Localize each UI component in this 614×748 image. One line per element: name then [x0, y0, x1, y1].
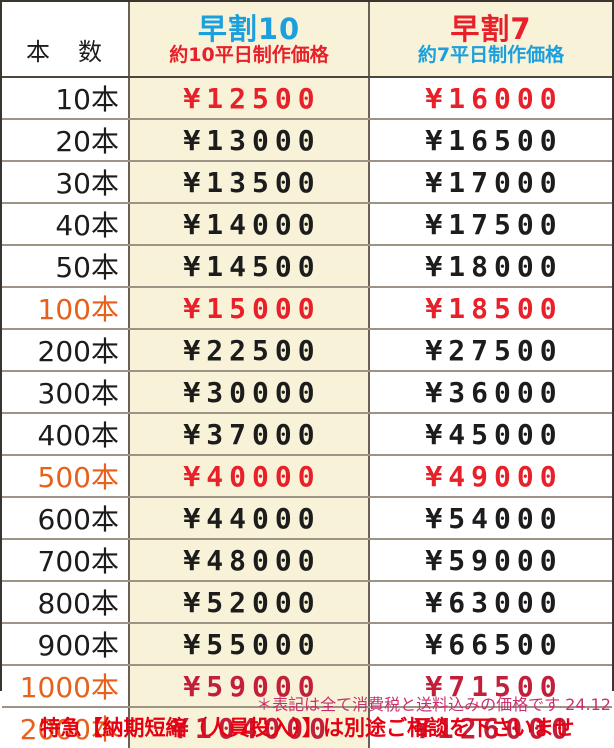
header-hayawari7: 早割7 約7平日制作価格 — [368, 2, 612, 76]
price-hayawari7-cell: ¥16500 — [368, 120, 612, 160]
quantity-cell: 400本 — [2, 414, 128, 454]
price-hayawari7-cell: ¥16000 — [368, 78, 612, 118]
price-hayawari10-cell: ¥55000 — [128, 624, 368, 664]
header-quantity-label: 本 数 — [2, 2, 128, 76]
table-row: 300本 ¥30000 ¥36000 — [2, 370, 612, 412]
quantity-cell: 200本 — [2, 330, 128, 370]
price-hayawari7-cell: ¥126000 — [368, 708, 612, 748]
table-row: 30本 ¥13500 ¥17000 — [2, 160, 612, 202]
express-service-note: 特急【納期短縮（人員投入）】は別途ご相談を下さいませ — [0, 714, 614, 740]
header-hayawari7-subtitle: 約7平日制作価格 — [417, 44, 565, 67]
price-hayawari7-cell: ¥17500 — [368, 204, 612, 244]
price-hayawari10-cell: ¥22500 — [128, 330, 368, 370]
quantity-cell: 50本 — [2, 246, 128, 286]
table-header-row: 本 数 早割10 約10平日制作価格 早割7 約7平日制作価格 — [2, 2, 612, 78]
price-hayawari10-cell: ¥59000 — [128, 666, 368, 706]
table-row: 500本 ¥40000 ¥49000 — [2, 454, 612, 496]
price-hayawari7-cell: ¥45000 — [368, 414, 612, 454]
price-hayawari10-cell: ¥13000 — [128, 120, 368, 160]
quantity-cell: 30本 — [2, 162, 128, 202]
table-row: 50本 ¥14500 ¥18000 — [2, 244, 612, 286]
quantity-cell: 100本 — [2, 288, 128, 328]
table-row: 200本 ¥22500 ¥27500 — [2, 328, 612, 370]
quantity-cell: 2000本 — [2, 708, 128, 748]
header-hayawari10-title: 早割10 — [197, 11, 301, 46]
quantity-cell: 500本 — [2, 456, 128, 496]
price-hayawari10-cell: ¥13500 — [128, 162, 368, 202]
price-hayawari7-cell: ¥18000 — [368, 246, 612, 286]
table-row: 800本 ¥52000 ¥63000 — [2, 580, 612, 622]
header-hayawari10: 早割10 約10平日制作価格 — [128, 2, 368, 76]
price-hayawari10-cell: ¥48000 — [128, 540, 368, 580]
table-row: 400本 ¥37000 ¥45000 — [2, 412, 612, 454]
table-row: 600本 ¥44000 ¥54000 — [2, 496, 612, 538]
table-body: 10本 ¥12500 ¥16000 20本 ¥13000 ¥16500 30本 … — [2, 78, 612, 748]
quantity-cell: 1000本 — [2, 666, 128, 706]
table-row: 10本 ¥12500 ¥16000 — [2, 78, 612, 118]
quantity-cell: 900本 — [2, 624, 128, 664]
price-hayawari10-cell: ¥12500 — [128, 78, 368, 118]
price-hayawari7-cell: ¥49000 — [368, 456, 612, 496]
table-row: 700本 ¥48000 ¥59000 — [2, 538, 612, 580]
price-hayawari7-cell: ¥63000 — [368, 582, 612, 622]
table-row: 2000本 ¥104000 ¥126000 — [2, 706, 612, 748]
price-hayawari7-cell: ¥17000 — [368, 162, 612, 202]
price-hayawari7-cell: ¥27500 — [368, 330, 612, 370]
quantity-cell: 700本 — [2, 540, 128, 580]
price-hayawari10-cell: ¥37000 — [128, 414, 368, 454]
quantity-cell: 10本 — [2, 78, 128, 118]
quantity-cell: 20本 — [2, 120, 128, 160]
header-hayawari10-subtitle: 約10平日制作価格 — [169, 44, 329, 67]
quantity-cell: 800本 — [2, 582, 128, 622]
price-hayawari7-cell: ¥54000 — [368, 498, 612, 538]
quantity-cell: 300本 — [2, 372, 128, 412]
price-hayawari10-cell: ¥14500 — [128, 246, 368, 286]
price-hayawari7-cell: ¥71500 — [368, 666, 612, 706]
price-hayawari7-cell: ¥66500 — [368, 624, 612, 664]
table-row: 1000本 ¥59000 ¥71500 — [2, 664, 612, 706]
price-hayawari7-cell: ¥18500 — [368, 288, 612, 328]
quantity-cell: 40本 — [2, 204, 128, 244]
table-row: 100本 ¥15000 ¥18500 — [2, 286, 612, 328]
price-hayawari10-cell: ¥15000 — [128, 288, 368, 328]
price-hayawari10-cell: ¥52000 — [128, 582, 368, 622]
price-hayawari10-cell: ¥44000 — [128, 498, 368, 538]
price-hayawari10-cell: ¥40000 — [128, 456, 368, 496]
header-hayawari7-title: 早割7 — [450, 11, 532, 46]
price-hayawari10-cell: ¥30000 — [128, 372, 368, 412]
price-hayawari7-cell: ¥59000 — [368, 540, 612, 580]
table-row: 40本 ¥14000 ¥17500 — [2, 202, 612, 244]
quantity-cell: 600本 — [2, 498, 128, 538]
table-row: 20本 ¥13000 ¥16500 — [2, 118, 612, 160]
table-row: 900本 ¥55000 ¥66500 — [2, 622, 612, 664]
tax-inclusive-note: ＊表記は全て消費税と送料込みの価格です 24.12 — [0, 691, 614, 714]
price-hayawari10-cell: ¥104000 — [128, 708, 368, 748]
price-hayawari7-cell: ¥36000 — [368, 372, 612, 412]
price-hayawari10-cell: ¥14000 — [128, 204, 368, 244]
